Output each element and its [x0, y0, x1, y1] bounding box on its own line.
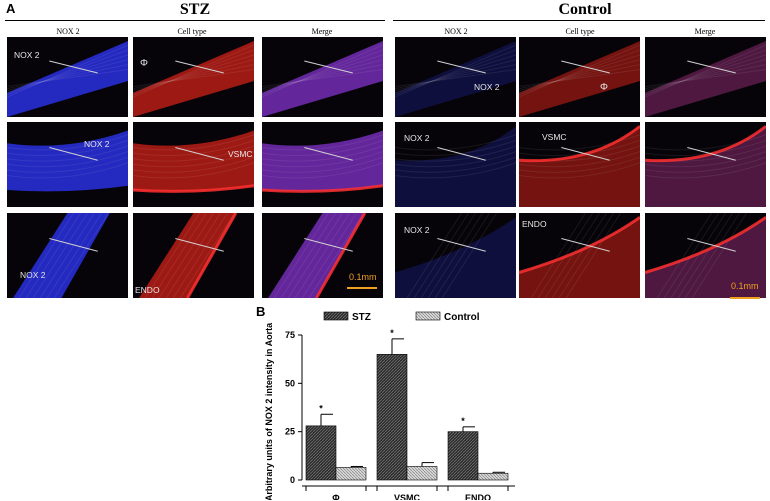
stz-r2-merge-micrograph — [262, 122, 383, 207]
y-tick-label: 50 — [285, 378, 295, 388]
legend-control-swatch — [415, 311, 441, 321]
y-tick-label: 75 — [285, 330, 295, 340]
control-r2-merge-micrograph — [645, 122, 766, 207]
legend-stz-swatch — [323, 311, 349, 321]
y-axis-label: Arbitrary units of NOX 2 intensity in Ao… — [264, 322, 274, 500]
control-r1-celltype-label: Φ — [600, 82, 608, 93]
stz-col-header-celltype: Cell type — [177, 27, 207, 36]
legend-stz-label: STZ — [352, 312, 371, 323]
stz-r1-celltype-micrograph — [133, 37, 254, 117]
bar-control-1 — [406, 466, 438, 481]
control-scale-bar — [730, 297, 760, 299]
control-r1-celltype-micrograph — [519, 37, 640, 117]
x-tick-label: VSMC — [394, 493, 421, 500]
control-r3-celltype-label: ENDO — [522, 219, 547, 229]
stz-r1-nox2-micrograph — [7, 37, 128, 117]
control-r1-merge-micrograph — [645, 37, 766, 117]
bar-stz-1 — [376, 354, 408, 481]
bar-control-0 — [335, 467, 367, 481]
stz-col-header-nox2: NOX 2 — [56, 27, 80, 36]
control-title-underline — [393, 20, 765, 21]
stz-r3-nox2-label: NOX 2 — [20, 270, 46, 280]
control-r2-celltype-label: VSMC — [542, 132, 567, 142]
significance-star: * — [390, 328, 394, 338]
bar-stz-0 — [305, 425, 337, 481]
legend-control-label: Control — [444, 312, 480, 323]
y-tick-label: 0 — [290, 475, 295, 485]
control-col-header-merge: Merge — [694, 27, 716, 36]
control-r2-nox2-micrograph — [395, 122, 516, 207]
bar-control-2 — [477, 472, 509, 481]
control-group-title: Control — [558, 1, 612, 18]
stz-scale-label: 0.1mm — [349, 272, 377, 282]
stz-title-underline — [5, 20, 385, 21]
control-r1-nox2-micrograph — [395, 37, 516, 117]
significance-star: * — [319, 403, 323, 413]
nox2-intensity-bar-chart: STZ Control Arbitrary units of NOX 2 int… — [264, 311, 515, 500]
panel-b-letter: B — [256, 304, 266, 319]
stz-r2-nox2-label: NOX 2 — [84, 139, 110, 149]
stz-r2-celltype-label: VSMC — [228, 149, 253, 159]
panel-a-letter: A — [6, 1, 16, 16]
control-r3-nox2-label: NOX 2 — [404, 225, 430, 235]
stz-r1-nox2-label: NOX 2 — [14, 50, 40, 60]
control-col-header-nox2: NOX 2 — [444, 27, 468, 36]
stz-r1-merge-micrograph — [262, 37, 383, 117]
bar-stz-2 — [447, 431, 479, 481]
control-r2-nox2-label: NOX 2 — [404, 133, 430, 143]
stz-scale-bar — [347, 287, 377, 289]
control-r3-celltype-micrograph — [519, 213, 640, 298]
stz-r2-nox2-micrograph — [7, 122, 128, 207]
control-r2-celltype-micrograph — [519, 122, 640, 207]
stz-r3-celltype-label: ENDO — [135, 285, 160, 295]
y-tick-label: 25 — [285, 427, 295, 437]
control-col-header-celltype: Cell type — [565, 27, 595, 36]
stz-r3-nox2-micrograph — [7, 213, 128, 298]
stz-r1-celltype-label: Φ — [140, 58, 148, 69]
stz-r2-celltype-micrograph — [133, 122, 254, 207]
stz-group-title: STZ — [179, 1, 211, 18]
control-scale-label: 0.1mm — [731, 281, 759, 291]
stz-r3-merge-micrograph — [262, 213, 383, 298]
x-tick-label: Φ — [332, 493, 340, 500]
control-r3-nox2-micrograph — [395, 213, 516, 298]
x-tick-label: ENDO — [465, 493, 491, 500]
stz-col-header-merge: Merge — [311, 27, 333, 36]
significance-star: * — [461, 416, 465, 426]
control-r3-merge-micrograph — [645, 213, 766, 298]
control-r1-nox2-label: NOX 2 — [474, 82, 500, 92]
stz-r3-celltype-micrograph — [133, 213, 254, 298]
